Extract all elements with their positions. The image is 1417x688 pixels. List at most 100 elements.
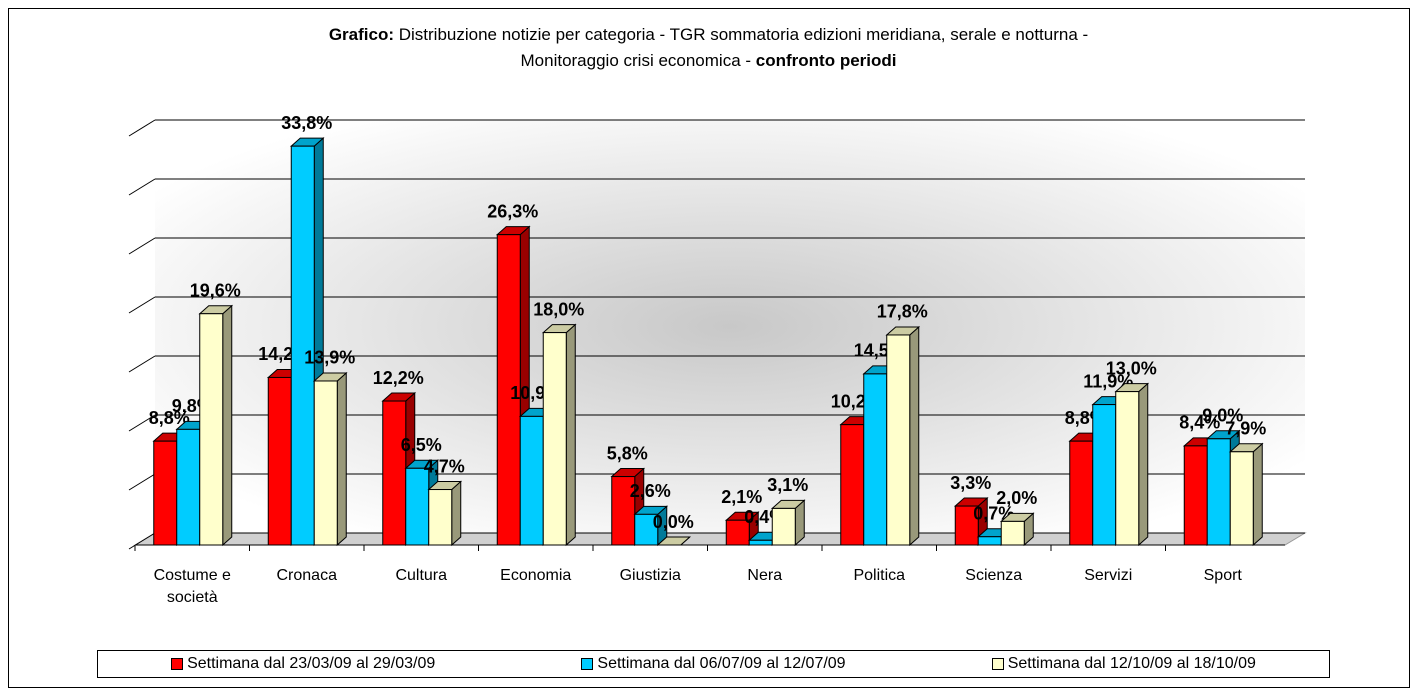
bar-front <box>1069 440 1094 546</box>
bar <box>1228 442 1264 547</box>
bar-front <box>313 380 338 546</box>
bar-front <box>771 507 796 546</box>
data-label: 26,3% <box>487 201 538 221</box>
x-tick-label: Nera <box>747 567 783 584</box>
data-label: 8,8% <box>149 408 190 428</box>
data-label: 11,9% <box>1083 371 1133 391</box>
bar-side <box>1138 382 1149 547</box>
data-label: 33,8% <box>281 113 332 133</box>
tick-mark <box>128 119 156 137</box>
x-tick-label: Scienza <box>965 567 1023 584</box>
bar <box>999 512 1035 547</box>
bar-front <box>954 505 979 546</box>
bar <box>610 467 646 547</box>
tick-mark <box>128 296 156 314</box>
data-label: 3,3% <box>950 473 991 493</box>
bar <box>770 499 806 547</box>
title-part: Distribuzione notizie per categoria - TG… <box>398 25 1089 44</box>
bar-side <box>565 323 576 547</box>
bar-front <box>199 313 224 546</box>
data-label: 9,0% <box>1202 406 1243 426</box>
data-label: 19,6% <box>190 280 241 300</box>
data-label: 17,8% <box>877 302 928 322</box>
bar-front <box>1000 520 1025 546</box>
x-tick-label: Servizi <box>1084 567 1133 584</box>
legend: Settimana dal 23/03/09 al 29/03/09 Settim… <box>97 650 1330 678</box>
x-tick-label: Politica <box>853 567 906 584</box>
bar-front <box>1092 404 1117 546</box>
title-part: Grafico: <box>328 25 394 44</box>
legend-item: Settimana dal 06/07/09 al 12/07/09 <box>581 655 846 673</box>
tick-mark <box>128 532 156 550</box>
bar-front <box>382 400 407 546</box>
bar-front <box>1115 391 1140 546</box>
data-label: 18,0% <box>533 299 584 319</box>
bar-front <box>267 376 292 546</box>
bar <box>633 505 669 547</box>
x-tick-label: Sport <box>1203 567 1242 584</box>
data-label: 13,9% <box>304 348 355 368</box>
bar-front <box>496 234 521 546</box>
bar-front <box>886 334 911 546</box>
bar-front <box>1206 438 1231 546</box>
bar <box>427 480 463 547</box>
bar-front <box>634 513 659 546</box>
bar-top <box>656 536 692 546</box>
bar-front <box>1183 445 1208 546</box>
legend-swatch <box>171 658 184 670</box>
bar-front <box>840 424 865 546</box>
bar-front <box>611 476 636 546</box>
bar <box>885 325 921 547</box>
tick-mark <box>128 414 156 432</box>
data-label: 5,8% <box>607 443 648 463</box>
bar-front <box>405 467 430 546</box>
x-tick-label: Economia <box>500 567 572 584</box>
title-part: confronto periodi <box>755 51 897 70</box>
data-label: 6,5% <box>401 435 442 455</box>
bar-side <box>451 480 462 547</box>
data-label: 2,6% <box>630 481 671 501</box>
bar-front <box>725 519 750 546</box>
bar-side <box>1252 442 1263 547</box>
bar <box>198 304 234 547</box>
legend-label: Settimana dal 06/07/09 al 12/07/09 <box>597 655 846 672</box>
bar-side <box>222 304 233 547</box>
bar-front <box>176 428 201 546</box>
tick-mark <box>128 178 156 196</box>
data-label: 7,9% <box>1225 419 1266 439</box>
x-tick-label: Giustizia <box>619 567 681 584</box>
x-tick-label: Costume e società <box>153 567 231 606</box>
bar-front <box>748 539 773 546</box>
bar-front <box>153 440 178 546</box>
bar-front <box>290 145 315 546</box>
legend-swatch <box>991 658 1004 670</box>
data-label: 8,4% <box>1179 413 1220 433</box>
bar <box>312 371 348 547</box>
data-label: 13,0% <box>1106 358 1157 378</box>
legend-label: Settimana dal 23/03/09 al 29/03/09 <box>187 655 436 672</box>
bar-front <box>1229 451 1254 546</box>
bar-side <box>336 371 347 547</box>
bar-front <box>542 332 567 546</box>
bar-front <box>977 536 1002 546</box>
bar-front <box>863 373 888 546</box>
bar <box>1114 382 1150 547</box>
legend-item: Settimana dal 23/03/09 al 29/03/09 <box>171 655 435 673</box>
legend-label: Settimana dal 12/10/09 al 18/10/09 <box>1007 655 1256 672</box>
tick-mark <box>128 473 156 491</box>
bar-front <box>428 489 453 546</box>
data-label: 0,0% <box>653 512 694 532</box>
legend-swatch <box>581 658 594 670</box>
bar-side <box>909 325 920 547</box>
data-label: 3,1% <box>767 475 808 495</box>
x-tick-label: Cronaca <box>276 567 337 584</box>
x-tick-label: Cultura <box>395 567 448 584</box>
data-label: 2,0% <box>996 488 1037 508</box>
bar-front <box>519 415 544 546</box>
data-label: 12,2% <box>373 368 424 388</box>
bar <box>656 536 692 546</box>
chart-title: Grafico: Distribuzione notizie per categ… <box>0 22 1417 74</box>
title-part: Monitoraggio crisi economica - <box>520 51 752 70</box>
